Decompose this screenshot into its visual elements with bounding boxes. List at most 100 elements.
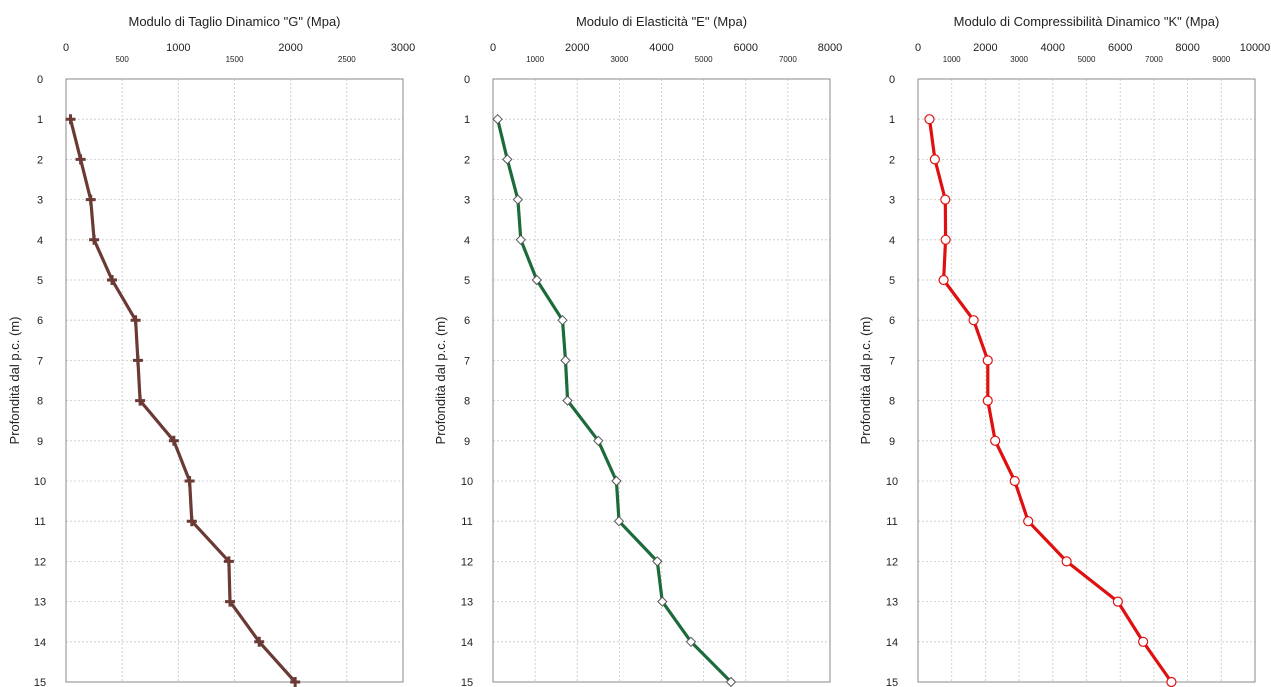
data-point xyxy=(940,234,951,245)
data-point xyxy=(982,395,993,406)
data-point xyxy=(924,114,935,125)
y-tick-label: 0 xyxy=(37,74,43,86)
y-tick-label: 11 xyxy=(886,516,897,528)
chart-title: Modulo di Compressibilità Dinamico "K" (… xyxy=(954,14,1220,29)
chart-title: Modulo di Taglio Dinamico "G" (Mpa) xyxy=(128,14,340,29)
x-minor-tick-label: 2500 xyxy=(338,55,356,64)
y-tick-label: 1 xyxy=(37,114,43,126)
data-point xyxy=(531,274,543,286)
x-tick-label: 2000 xyxy=(565,42,589,54)
y-axis-label: Profondità dal p.c. (m) xyxy=(433,317,448,445)
data-point xyxy=(685,636,697,648)
y-tick-label: 13 xyxy=(886,597,898,609)
y-tick-label: 9 xyxy=(889,436,895,448)
y-tick-label: 14 xyxy=(34,637,46,649)
data-point xyxy=(557,314,568,326)
y-tick-label: 3 xyxy=(37,195,43,207)
data-point xyxy=(515,234,527,246)
y-tick-label: 0 xyxy=(464,74,470,86)
y-tick-label: 1 xyxy=(889,114,895,126)
y-tick-label: 7 xyxy=(37,355,43,367)
data-point xyxy=(89,234,100,245)
y-tick-label: 2 xyxy=(37,154,43,166)
y-tick-label: 3 xyxy=(464,195,470,207)
x-minor-tick-label: 500 xyxy=(115,55,129,64)
chart-3: Modulo di Compressibilità Dinamico "K" (… xyxy=(858,14,1270,687)
data-point xyxy=(186,516,197,527)
chart-title: Modulo di Elasticità "E" (Mpa) xyxy=(576,14,747,29)
x-tick-label: 0 xyxy=(490,42,496,54)
y-tick-label: 12 xyxy=(34,556,46,568)
y-tick-label: 5 xyxy=(464,275,470,287)
data-point xyxy=(502,154,513,165)
chart-2: Modulo di Elasticità "E" (Mpa) Profondità… xyxy=(433,14,842,687)
y-tick-label: 12 xyxy=(461,556,473,568)
y-tick-label: 12 xyxy=(886,556,898,568)
data-point xyxy=(560,355,571,366)
y-axis-label: Profondità dal p.c. (m) xyxy=(858,317,873,445)
y-tick-label: 9 xyxy=(464,436,470,448)
data-point xyxy=(1112,596,1123,607)
data-point xyxy=(492,113,503,125)
data-point xyxy=(1023,516,1034,527)
data-point xyxy=(593,435,604,447)
data-point xyxy=(652,556,663,567)
data-point xyxy=(135,395,146,406)
data-point xyxy=(968,315,979,326)
data-point xyxy=(132,355,143,366)
data-point xyxy=(938,274,949,286)
x-tick-label: 4000 xyxy=(1041,42,1065,54)
plot-frame xyxy=(917,78,1256,683)
x-tick-label: 3000 xyxy=(391,42,415,54)
x-tick-label: 2000 xyxy=(973,42,997,54)
x-minor-tick-label: 5000 xyxy=(1078,55,1096,64)
x-tick-label: 2000 xyxy=(278,42,302,54)
y-tick-label: 15 xyxy=(886,677,898,687)
data-point xyxy=(611,475,622,487)
x-minor-tick-label: 1000 xyxy=(526,55,544,64)
data-point xyxy=(1138,636,1149,647)
data-point xyxy=(107,275,118,285)
data-point xyxy=(225,596,236,607)
y-tick-label: 15 xyxy=(34,677,46,687)
y-tick-label: 8 xyxy=(37,396,43,408)
y-tick-label: 2 xyxy=(464,154,470,166)
y-tick-label: 4 xyxy=(37,235,43,247)
data-point xyxy=(65,114,76,125)
x-tick-label: 6000 xyxy=(734,42,758,54)
y-tick-label: 3 xyxy=(889,195,895,207)
x-minor-tick-label: 7000 xyxy=(779,55,797,64)
y-tick-label: 5 xyxy=(889,275,895,287)
y-tick-label: 14 xyxy=(461,637,473,649)
data-point xyxy=(75,154,86,165)
y-tick-label: 7 xyxy=(889,355,895,367)
x-tick-label: 8000 xyxy=(818,42,842,54)
data-point xyxy=(184,476,195,486)
data-point xyxy=(1166,676,1177,687)
y-tick-label: 11 xyxy=(461,516,472,528)
y-tick-label: 0 xyxy=(889,74,895,86)
plot-frame xyxy=(65,78,404,683)
data-point xyxy=(85,194,96,205)
x-tick-label: 8000 xyxy=(1175,42,1199,54)
y-tick-label: 13 xyxy=(461,597,473,609)
y-tick-label: 6 xyxy=(889,315,895,327)
data-point xyxy=(1009,475,1020,487)
data-point xyxy=(254,636,265,647)
x-tick-label: 0 xyxy=(915,42,921,54)
y-tick-label: 2 xyxy=(889,154,895,166)
x-minor-tick-label: 1000 xyxy=(943,55,961,64)
y-tick-label: 15 xyxy=(461,677,473,687)
y-tick-label: 13 xyxy=(34,597,46,609)
x-minor-tick-label: 1500 xyxy=(226,55,244,64)
x-tick-label: 1000 xyxy=(166,42,190,54)
y-tick-label: 8 xyxy=(889,396,895,408)
x-tick-label: 4000 xyxy=(649,42,673,54)
data-point xyxy=(223,556,234,567)
data-point xyxy=(940,194,951,205)
y-tick-label: 8 xyxy=(464,396,470,408)
x-minor-tick-label: 3000 xyxy=(1010,55,1028,64)
y-axis-label: Profondità dal p.c. (m) xyxy=(7,317,22,445)
data-point xyxy=(290,677,301,687)
x-tick-label: 10000 xyxy=(1240,42,1271,54)
